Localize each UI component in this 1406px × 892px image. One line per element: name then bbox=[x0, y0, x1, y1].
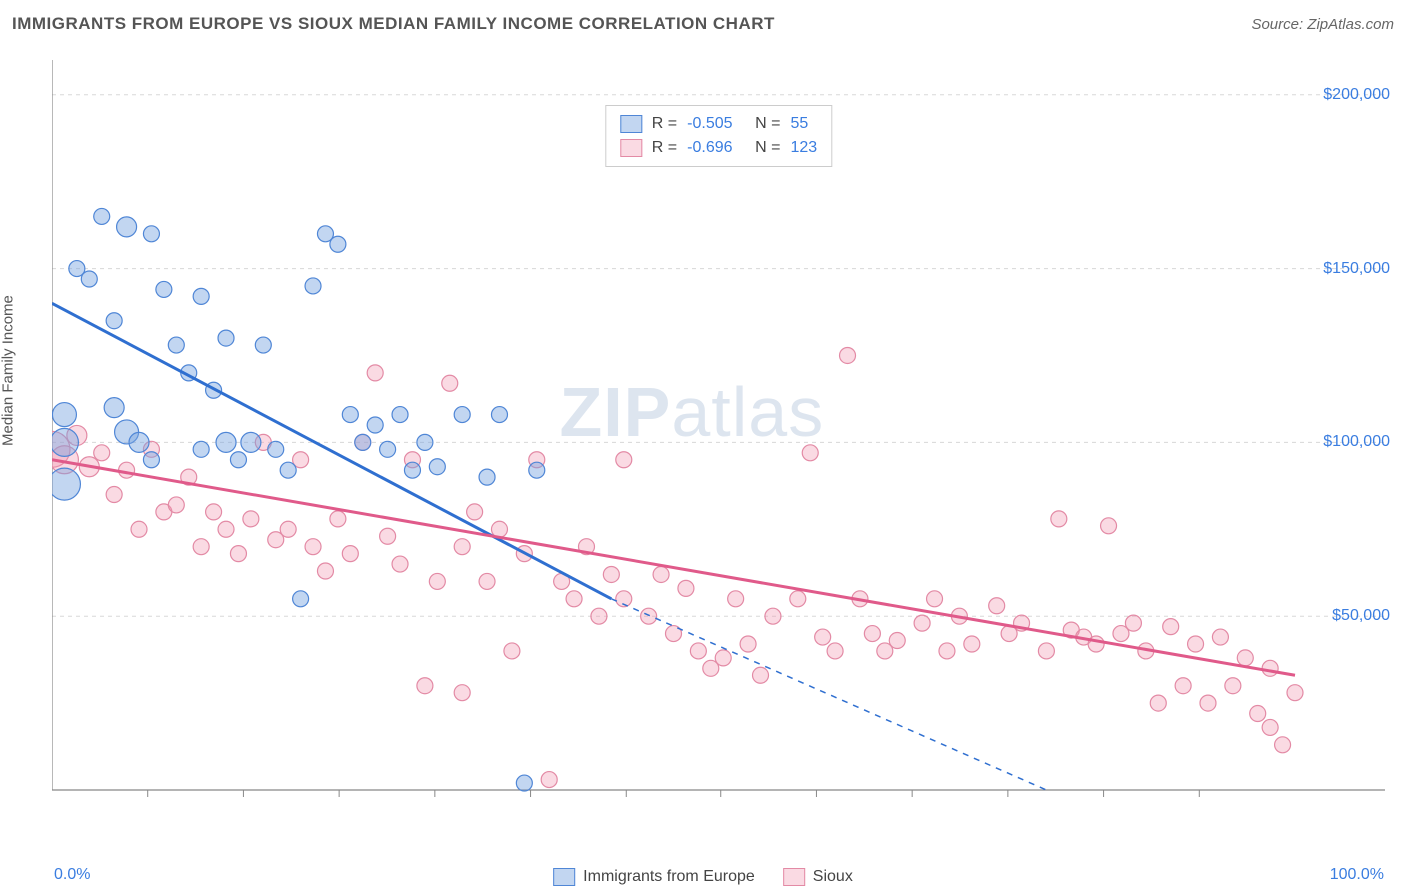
plot-area: ZIPatlas R = -0.505 N = 55 R = -0.696 N … bbox=[52, 50, 1385, 820]
y-tick-label: $150,000 bbox=[1323, 260, 1390, 278]
x-axis-min-label: 0.0% bbox=[54, 866, 90, 884]
y-tick-label: $100,000 bbox=[1323, 433, 1390, 451]
y-tick-label: $50,000 bbox=[1332, 607, 1390, 625]
series2-n-value: 123 bbox=[790, 136, 817, 160]
stats-row-series1: R = -0.505 N = 55 bbox=[620, 112, 817, 136]
series2-swatch bbox=[620, 139, 642, 157]
x-axis-max-label: 100.0% bbox=[1330, 866, 1384, 884]
source-attribution: Source: ZipAtlas.com bbox=[1251, 16, 1394, 33]
y-tick-label: $200,000 bbox=[1323, 86, 1390, 104]
x-axis-legend: Immigrants from Europe Sioux bbox=[553, 868, 853, 886]
stats-row-series2: R = -0.696 N = 123 bbox=[620, 136, 817, 160]
legend-series2-swatch bbox=[783, 868, 805, 886]
stats-legend-box: R = -0.505 N = 55 R = -0.696 N = 123 bbox=[605, 105, 832, 167]
legend-series2-label: Sioux bbox=[813, 868, 853, 886]
series1-n-value: 55 bbox=[790, 112, 808, 136]
series1-r-value: -0.505 bbox=[687, 112, 745, 136]
legend-series1-swatch bbox=[553, 868, 575, 886]
chart-title: IMMIGRANTS FROM EUROPE VS SIOUX MEDIAN F… bbox=[12, 14, 775, 34]
series2-r-value: -0.696 bbox=[687, 136, 745, 160]
series1-swatch bbox=[620, 115, 642, 133]
legend-series1-label: Immigrants from Europe bbox=[583, 868, 755, 886]
y-axis-label: Median Family Income bbox=[0, 295, 17, 446]
